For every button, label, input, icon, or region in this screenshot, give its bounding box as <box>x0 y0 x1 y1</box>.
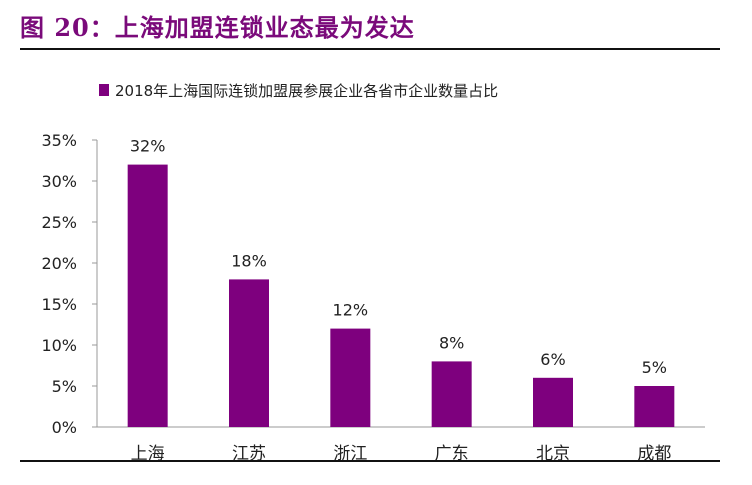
y-tick-label: 20% <box>41 254 77 273</box>
data-label: 12% <box>333 301 369 320</box>
y-tick-label: 10% <box>41 336 77 355</box>
legend-swatch <box>99 84 109 96</box>
data-label: 18% <box>231 251 267 270</box>
bar <box>533 377 573 427</box>
y-tick-label: 35% <box>41 131 77 150</box>
data-label: 32% <box>130 137 166 156</box>
y-tick-label: 5% <box>52 377 77 396</box>
y-tick-label: 15% <box>41 295 77 314</box>
bar <box>330 328 371 427</box>
y-tick-label: 25% <box>41 213 77 232</box>
bar <box>229 279 269 427</box>
data-label: 5% <box>642 358 667 377</box>
bottom-rule <box>20 460 720 462</box>
axes: 0% 5% 10% 15% 20% 25% 30% 35% <box>41 131 705 437</box>
y-tick-label: 0% <box>52 418 77 437</box>
bar <box>634 386 675 427</box>
bar <box>127 164 168 427</box>
legend: 2018年上海国际连锁加盟展参展企业各省市企业数量占比 <box>99 82 498 100</box>
data-label: 8% <box>439 333 464 352</box>
x-tick-label: 江苏 <box>232 444 266 464</box>
x-tick-label: 上海 <box>131 444 165 464</box>
bar <box>431 361 472 427</box>
title-rule <box>20 48 720 50</box>
legend-label: 2018年上海国际连锁加盟展参展企业各省市企业数量占比 <box>115 82 498 100</box>
figure-title: 图 20：上海加盟连锁业态最为发达 <box>20 13 415 42</box>
x-tick-label: 北京 <box>536 444 570 464</box>
x-tick-label: 浙江 <box>333 444 367 464</box>
x-tick-label: 成都 <box>637 444 671 464</box>
y-tick-label: 30% <box>41 172 77 191</box>
x-tick-label: 广东 <box>435 444 469 464</box>
bars: 32% 上海 18% 江苏 12% 浙江 8% 广东 6% 北京 5% 成都 <box>127 137 675 464</box>
data-label: 6% <box>540 350 565 369</box>
